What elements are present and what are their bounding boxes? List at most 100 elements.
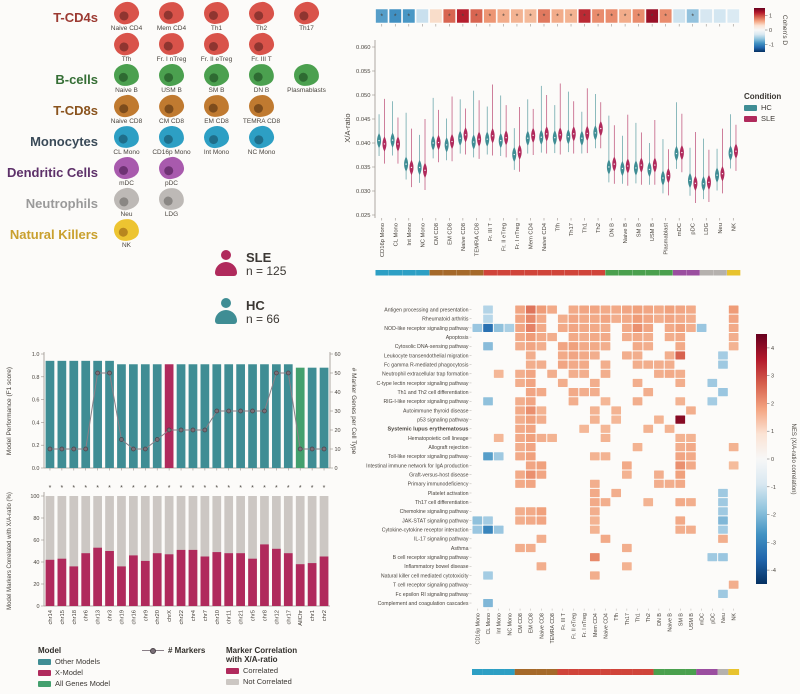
correlated-bar-chr14 (45, 559, 55, 606)
category-color-strip (510, 270, 525, 276)
category-color-strip (482, 669, 494, 675)
cell-nucleus (208, 134, 219, 145)
violin-median-dot (613, 163, 615, 165)
heatmap-cell (664, 369, 675, 378)
f1-bar-chr10 (212, 364, 222, 468)
cell-nucleus (163, 41, 174, 52)
heatmap-cell (728, 580, 739, 589)
cell-name-label: EM CD8 (204, 118, 229, 125)
pathway-row-label: Autoimmune thyroid disease (403, 408, 469, 414)
cell-name-label: SM B (208, 87, 225, 94)
category-color-strip (659, 270, 673, 276)
heatmap-cell (600, 360, 611, 369)
cell-type-groups: T-CD4s Naive CD4 Mem CD4 Th1 Th2 Th17 Tfh Fr. I… (6, 0, 358, 249)
correlated-bar-chr19 (117, 566, 126, 606)
heatmap-cell (675, 461, 686, 470)
heatmap-cell (728, 305, 739, 314)
f1-axis-title: Model Performance (F1 score) (6, 367, 13, 455)
violin-plot-svg: * * * * * * * * * * * * * * * * * * * * * 1 0 -1 Cohen's D 0.060 0… (343, 8, 788, 276)
violin-median-dot (586, 132, 588, 135)
significance-asterisk: * (311, 485, 314, 492)
chr-tick-label: chr16 (131, 610, 137, 625)
heatmap-cell (718, 589, 728, 598)
correlated-bar-chr4 (188, 549, 198, 606)
colorbar-tick-label: 0 (769, 28, 772, 34)
cohens-d-cell (591, 8, 605, 24)
heatmap-cell (675, 525, 686, 534)
correlated-bar-chr20 (152, 553, 162, 606)
x-tick-label: Th2 (596, 223, 602, 233)
chr-tick-label: chr6 (84, 610, 90, 621)
correlated-bar-chr22 (176, 549, 186, 606)
violin-median-dot (735, 150, 737, 152)
cohens-d-cell (564, 8, 578, 24)
not-correlated-bar (69, 496, 79, 606)
heatmap-cell (515, 543, 525, 553)
f1-bar-chr18 (69, 360, 79, 468)
category-color-strip (591, 270, 606, 276)
category-color-strip (493, 669, 505, 675)
marker-genes-dot (107, 370, 112, 376)
cohens-d-cell (402, 8, 416, 24)
heatmap-cell (579, 305, 589, 314)
x-tick-label: Fr. I nTreg (515, 223, 521, 250)
f1-bar-AllChr (295, 367, 305, 468)
heatmap-cell (686, 305, 696, 314)
significance-asterisk: * (394, 14, 397, 21)
cohens-d-cell (375, 8, 389, 24)
category-color-strip (664, 669, 676, 675)
x-tick-label: Naive B (623, 223, 629, 243)
markers-tick-label: 30 (335, 409, 341, 415)
significance-asterisk: * (299, 485, 302, 492)
heatmap-cell (547, 369, 557, 378)
cell-nucleus (163, 165, 174, 176)
cell-blob-icon (112, 30, 141, 58)
heatmap-cell (643, 360, 654, 369)
cell-icon-slot: NC Mono (239, 124, 284, 156)
pathway-row-label: Neutrophil extracellular trap formation (382, 372, 469, 378)
pct-axis-title: Model Markers Correlated with X/A-ratio … (7, 492, 13, 610)
heatmap-cell (643, 314, 654, 323)
violin-median-dot (667, 174, 670, 177)
heatmap-cell (525, 507, 536, 516)
f1-bar-chr11 (224, 364, 234, 468)
cell-group-row: Dendritic Cells mDC pDC (6, 155, 358, 187)
x-tick-label: Neu (718, 223, 724, 234)
heatmap-cell (611, 305, 622, 314)
cell-icon-slot: Naive CD8 (104, 93, 149, 125)
f1-bar-chr20 (152, 364, 162, 468)
heatmap-cell (718, 388, 728, 397)
cell-group-row: Monocytes CL Mono CD16p Mono Int Mono NC Mon… (6, 124, 358, 156)
heatmap-cell (536, 406, 547, 415)
chr-tick-label: chr14 (48, 609, 54, 624)
heatmap-cell (664, 333, 675, 342)
cell-name-label: Th2 (255, 25, 268, 32)
celltype-col-label: Naive CD8 (539, 613, 545, 639)
celltype-col-label: Fr. II eTreg (571, 613, 577, 639)
celltype-col-label: Fr. I nTreg (582, 613, 588, 637)
colorbar-tick-label: 3 (771, 374, 774, 380)
heatmap-cell (589, 351, 600, 360)
chr-tick-label: AllChr (298, 610, 304, 626)
x-tick-label: Fr. III T (488, 223, 494, 242)
celltype-col-label: Mem CD4 (593, 613, 599, 637)
f1-tick-label: 0.4 (32, 420, 40, 426)
heatmap-cell (622, 305, 632, 314)
heatmap-cell (654, 470, 664, 479)
cell-blob-icon (113, 63, 140, 87)
heatmap-cell (589, 305, 600, 314)
cell-name-label: Th1 (210, 25, 223, 32)
markers-legend-label: # Markers (168, 646, 206, 655)
violin-median-dot (600, 127, 602, 130)
cell-icon-slot: NK (104, 217, 149, 249)
celltype-col-label: CL Mono (486, 613, 492, 634)
cell-nucleus (163, 103, 175, 115)
cell-group-label: Dendritic Cells (6, 164, 98, 180)
heatmap-cell (622, 314, 632, 323)
colorbar-tick-label: -4 (771, 568, 776, 574)
heatmap-cell (525, 470, 536, 479)
legend-item-hc: HC (744, 103, 781, 112)
heatmap-cell (589, 406, 600, 415)
y-tick-label: 0.025 (356, 213, 371, 219)
heatmap-cell (632, 342, 643, 351)
